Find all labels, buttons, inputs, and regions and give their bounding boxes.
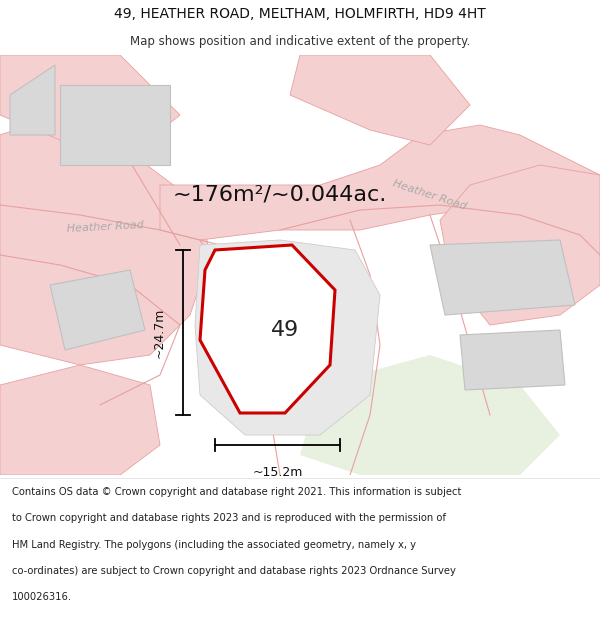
Polygon shape bbox=[200, 245, 335, 413]
Text: 100026316.: 100026316. bbox=[12, 592, 72, 602]
Text: ~15.2m: ~15.2m bbox=[253, 466, 302, 479]
Text: ~176m²/~0.044ac.: ~176m²/~0.044ac. bbox=[173, 185, 387, 205]
Text: Heather Road: Heather Road bbox=[66, 220, 144, 234]
Polygon shape bbox=[50, 270, 145, 350]
Polygon shape bbox=[460, 330, 565, 390]
Text: to Crown copyright and database rights 2023 and is reproduced with the permissio: to Crown copyright and database rights 2… bbox=[12, 513, 446, 523]
Polygon shape bbox=[60, 85, 170, 165]
Text: Map shows position and indicative extent of the property.: Map shows position and indicative extent… bbox=[130, 35, 470, 48]
Text: HM Land Registry. The polygons (including the associated geometry, namely x, y: HM Land Registry. The polygons (includin… bbox=[12, 539, 416, 549]
Text: 49: 49 bbox=[271, 320, 299, 340]
Text: co-ordinates) are subject to Crown copyright and database rights 2023 Ordnance S: co-ordinates) are subject to Crown copyr… bbox=[12, 566, 456, 576]
Polygon shape bbox=[10, 65, 55, 135]
Polygon shape bbox=[430, 240, 575, 315]
Polygon shape bbox=[300, 355, 560, 475]
Polygon shape bbox=[0, 55, 180, 155]
Polygon shape bbox=[290, 55, 470, 145]
Text: ~24.7m: ~24.7m bbox=[152, 308, 166, 358]
Polygon shape bbox=[440, 165, 600, 325]
Polygon shape bbox=[0, 365, 160, 475]
Polygon shape bbox=[195, 240, 380, 435]
Polygon shape bbox=[0, 115, 210, 365]
Text: Heather Road: Heather Road bbox=[392, 178, 468, 212]
Text: 49, HEATHER ROAD, MELTHAM, HOLMFIRTH, HD9 4HT: 49, HEATHER ROAD, MELTHAM, HOLMFIRTH, HD… bbox=[114, 7, 486, 21]
Text: Contains OS data © Crown copyright and database right 2021. This information is : Contains OS data © Crown copyright and d… bbox=[12, 487, 461, 497]
Polygon shape bbox=[160, 125, 600, 240]
